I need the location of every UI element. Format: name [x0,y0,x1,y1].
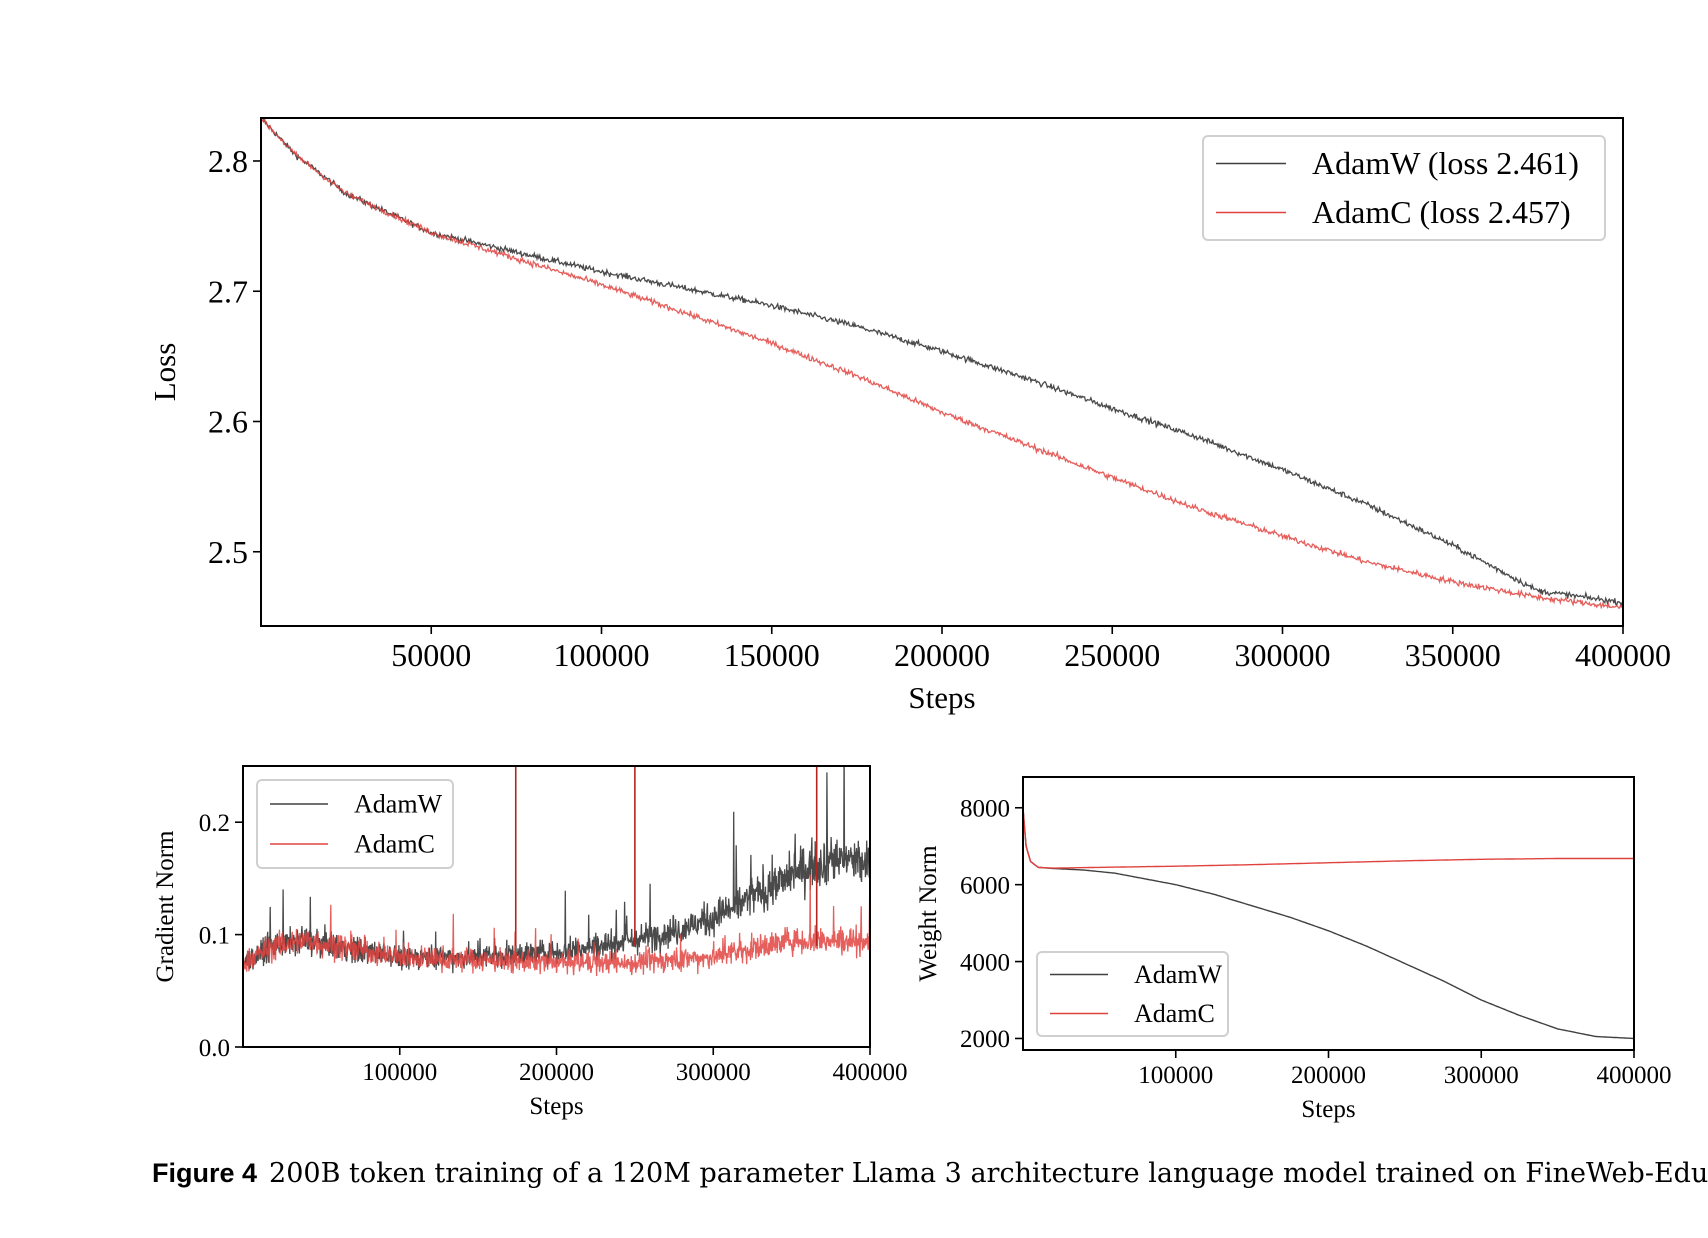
y-tick-label: 2.6 [208,404,248,440]
x-tick-label: 250000 [1064,637,1160,673]
x-tick-label: 300000 [1444,1062,1519,1089]
series-line-adamw [261,118,1623,607]
caption-label: Figure 4 [152,1158,258,1188]
x-tick-label: 400000 [1597,1062,1672,1089]
legend-box [256,779,454,869]
legend: AdamW AdamC [256,779,454,869]
y-axis-label: Gradient Norm [152,830,179,983]
x-axis-label: Steps [529,1093,583,1120]
x-tick-label: 300000 [1235,637,1331,673]
y-tick-label: 0.0 [199,1035,230,1062]
y-tick-label: 2000 [960,1026,1010,1053]
y-tick-label: 6000 [960,872,1010,899]
figure-caption: Figure 4 200B token training of a 120M pa… [152,1158,1708,1189]
y-tick-label: 2.5 [208,534,248,570]
legend-box [1036,951,1229,1037]
legend-label: AdamW (loss 2.461) [1312,145,1579,181]
x-tick-label: 200000 [1291,1062,1366,1089]
x-tick-label: 300000 [676,1059,751,1086]
x-tick-label: 150000 [724,637,820,673]
x-tick-label: 100000 [554,637,650,673]
y-axis-label: Weight Norm [915,845,942,982]
x-tick-label: 100000 [362,1059,437,1086]
y-tick-label: 0.1 [199,922,230,949]
legend: AdamW (loss 2.461) AdamC (loss 2.457) [1202,135,1606,241]
series-line-adamc [261,118,1623,610]
legend-label: AdamW [1134,960,1223,989]
chart-loss: 50000 100000 150000 200000 250000 300000 35000… [147,117,1671,715]
x-tick-label: 400000 [1575,637,1671,673]
chart-weightnorm: 100000 200000 300000 400000 2000 4000 6000 8000… [915,776,1672,1123]
x-tick-label: 100000 [1138,1062,1213,1089]
y-axis-label: Loss [147,343,182,402]
legend-label: AdamC [354,830,435,859]
legend-box [1202,135,1606,241]
y-tick-label: 4000 [960,949,1010,976]
x-axis-label: Steps [1301,1096,1355,1123]
plot-area-loss [261,118,1623,610]
x-axis-label: Steps [908,680,975,715]
legend-label: AdamC [1134,999,1215,1028]
x-tick-label: 50000 [391,637,471,673]
x-tick-label: 400000 [833,1059,908,1086]
legend-label: AdamW [354,790,443,819]
x-tick-label: 200000 [519,1059,594,1086]
chart-gradnorm: 100000 200000 300000 400000 0.0 0.1 0.2 Steps Gr… [152,765,908,1120]
series-line-adamc [243,874,870,977]
y-tick-label: 0.2 [199,810,230,837]
series-line-adamc [1023,807,1634,869]
legend-label: AdamC (loss 2.457) [1312,194,1571,230]
y-tick-label: 2.7 [208,273,248,309]
x-tick-label: 200000 [894,637,990,673]
plot-area-gradnorm [243,766,870,977]
y-tick-label: 8000 [960,796,1010,823]
series-line-adamw [1023,807,1634,1040]
legend: AdamW AdamC [1036,951,1229,1037]
x-tick-label: 350000 [1405,637,1501,673]
y-tick-label: 2.8 [208,143,248,179]
caption-text: 200B token training of a 120M parameter … [269,1158,1708,1189]
plot-area-weightnorm [1023,807,1634,1040]
